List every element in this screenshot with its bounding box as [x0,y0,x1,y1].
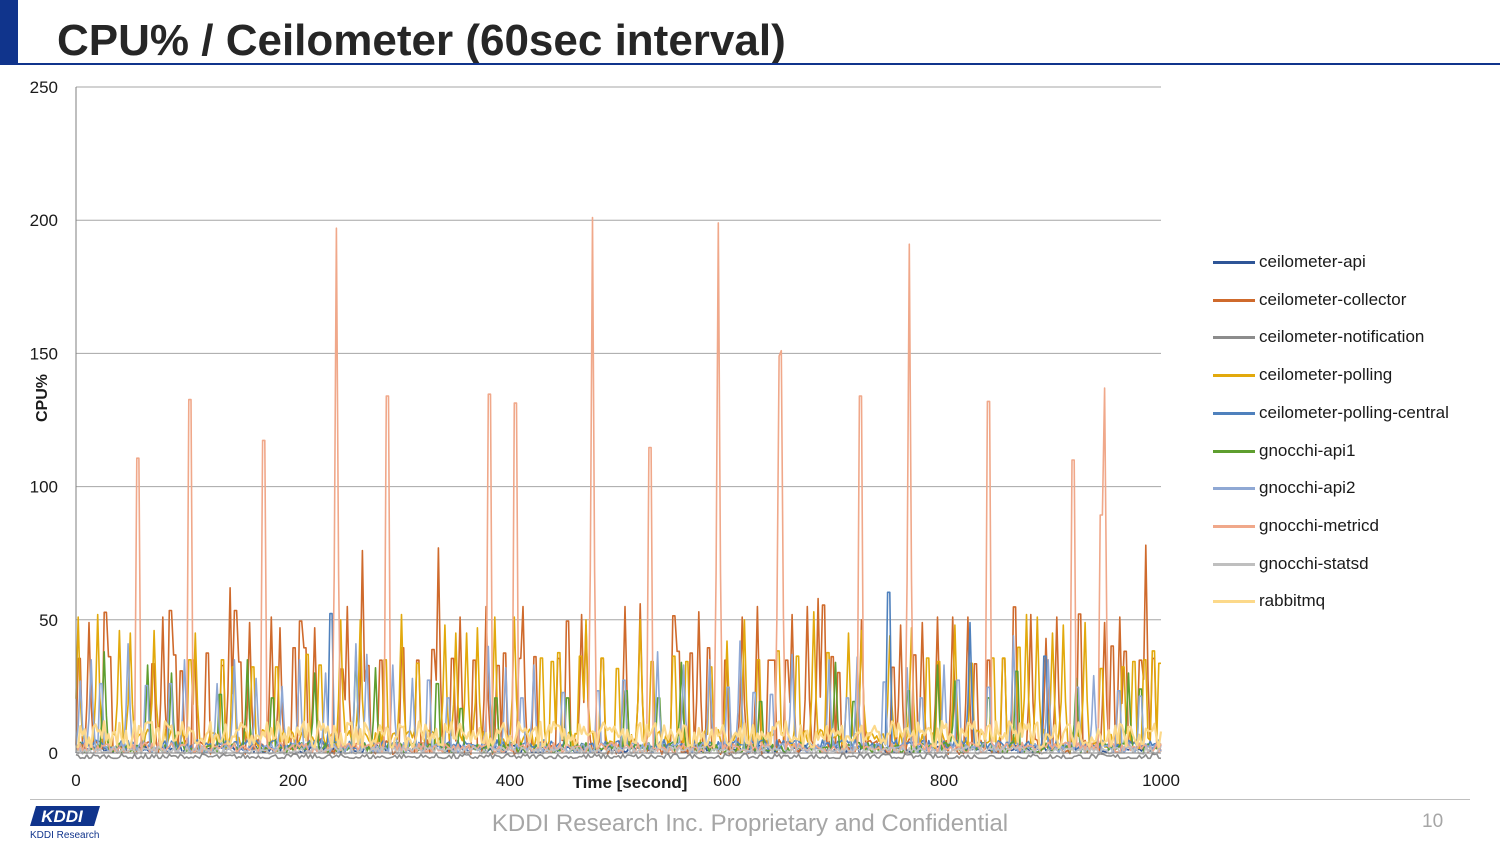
x-tick-label: 400 [496,771,524,790]
title-underline [0,63,1500,65]
chart-series [75,216,1163,760]
legend-swatch [1213,374,1255,378]
legend-item-gnocchi-metricd: gnocchi-metricd [1213,514,1493,538]
legend-swatch [1213,411,1255,415]
y-axis-label: CPU% [34,374,51,422]
legend-label: ceilometer-polling [1259,365,1393,385]
svg-text:KDDI Research: KDDI Research [30,830,99,840]
legend-label: rabbitmq [1259,591,1326,611]
x-tick-label: 1000 [1142,771,1180,790]
title-accent-bar [0,0,18,63]
y-tick-label: 250 [30,78,58,97]
legend-swatch [1213,336,1255,340]
legend-label: ceilometer-polling-central [1259,402,1449,422]
cpu-line-chart: 0 50 100 150 200 250 0 200 400 600 800 1000 Time [s… [30,78,1180,792]
legend-item-gnocchi-statsd: gnocchi-statsd [1213,552,1493,576]
legend-item-ceilometer-api: ceilometer-api [1213,250,1493,274]
chart-axes: 0 50 100 150 200 250 0 200 400 600 800 1000 [30,78,1180,790]
legend-item-gnocchi-api1: gnocchi-api1 [1213,439,1493,463]
legend-label: gnocchi-api1 [1259,440,1356,460]
x-tick-label: 600 [713,771,741,790]
legend-label: ceilometer-collector [1259,289,1407,309]
series-line-ceilometer-notification [75,752,1162,760]
legend-swatch [1213,298,1255,302]
legend-swatch [1213,487,1255,491]
legend-swatch [1213,524,1255,528]
legend-label: gnocchi-statsd [1259,553,1369,573]
footer-confidential: KDDI Research Inc. Proprietary and Confi… [491,810,1009,837]
legend-swatch [1213,449,1255,453]
y-tick-label: 50 [39,611,58,630]
legend-item-gnocchi-api2: gnocchi-api2 [1213,476,1493,500]
svg-text:KDDI: KDDI [41,807,84,826]
x-axis-label: Time [second] [573,773,688,792]
kddi-research-logo: KDDI KDDI Research [30,806,100,840]
legend-label: ceilometer-api [1259,252,1366,271]
series-line-rabbitmq [75,719,1163,749]
legend-item-ceilometer-notification: ceilometer-notification [1213,325,1493,349]
series-line-ceilometer-collector [75,544,1162,756]
legend-label: gnocchi-api2 [1259,478,1356,498]
series-line-gnocchi-statsd [75,745,1162,756]
y-tick-label: 0 [49,744,58,763]
legend-item-ceilometer-collector: ceilometer-collector [1213,288,1493,312]
y-tick-label: 150 [30,344,58,363]
legend-item-ceilometer-polling-central: ceilometer-polling-central [1213,401,1493,425]
x-tick-label: 800 [930,771,958,790]
legend-swatch [1213,600,1255,604]
legend-swatch [1213,562,1255,566]
page-number: 10 [1422,811,1444,832]
legend-item-ceilometer-polling: ceilometer-polling [1213,363,1493,387]
footer-divider [30,799,1470,800]
chart-gridlines [76,86,1161,621]
x-tick-label: 0 [71,771,80,790]
legend-label: ceilometer-notification [1259,327,1425,347]
legend-label: gnocchi-metricd [1259,515,1379,535]
x-tick-label: 200 [279,771,307,790]
y-tick-label: 100 [30,478,58,497]
slide-title: CPU% / Ceilometer (60sec interval) [57,16,786,65]
legend-swatch [1213,261,1255,264]
legend-item-rabbitmq: rabbitmq [1213,589,1493,613]
y-tick-label: 200 [30,211,58,230]
